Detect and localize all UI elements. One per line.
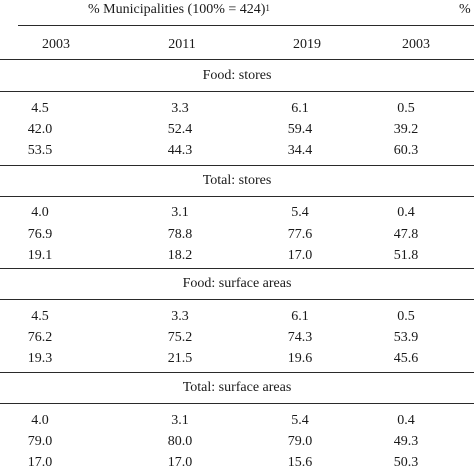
section-rule: [0, 268, 474, 269]
section-title: Total: stores: [202, 173, 272, 188]
table-cell: 6.1: [291, 309, 309, 324]
table-cell: 53.9: [393, 330, 419, 345]
table-cell: 78.8: [167, 227, 193, 242]
table-cell: 51.8: [393, 248, 419, 263]
table-cell: 77.6: [287, 227, 313, 242]
table-cell: 76.9: [27, 227, 53, 242]
column-header-year: 2019: [293, 37, 321, 52]
table-cell: 0.4: [397, 413, 415, 428]
table-cell: 39.2: [393, 122, 419, 137]
table-cell: 52.4: [167, 122, 193, 137]
group-header-municipalities-text: % Municipalities (100% = 424): [88, 2, 266, 17]
column-header-rule: [0, 59, 474, 60]
header-rule: [18, 25, 474, 26]
table-cell: 19.6: [287, 351, 313, 366]
section-rule: [0, 165, 474, 166]
table-cell: 5.4: [291, 205, 309, 220]
table-cell: 60.3: [393, 143, 419, 158]
table-cell: 79.0: [287, 434, 313, 449]
group-header-municipalities: % Municipalities (100% = 424)1: [88, 2, 270, 18]
table-cell: 42.0: [27, 122, 53, 137]
table-cell: 4.5: [31, 101, 49, 116]
table-cell: 18.2: [167, 248, 193, 263]
table-cell: 0.5: [397, 101, 415, 116]
group-header-right: %: [459, 2, 471, 17]
table-cell: 6.1: [291, 101, 309, 116]
section-title: Food: stores: [202, 68, 272, 83]
section-rule: [0, 196, 474, 197]
table-cell: 5.4: [291, 413, 309, 428]
table-cell: 47.8: [393, 227, 419, 242]
table-cell: 34.4: [287, 143, 313, 158]
table-cell: 0.5: [397, 309, 415, 324]
table-cell: 50.3: [393, 455, 419, 470]
table-cell: 4.0: [31, 413, 49, 428]
table-cell: 3.3: [171, 101, 189, 116]
section-rule: [0, 403, 474, 404]
section-rule: [0, 372, 474, 373]
table-cell: 59.4: [287, 122, 313, 137]
section-rule: [0, 299, 474, 300]
table-cell: 76.2: [27, 330, 53, 345]
column-header-year: 2003: [42, 37, 70, 52]
table-cell: 17.0: [287, 248, 313, 263]
table-cell: 4.0: [31, 205, 49, 220]
table-cell: 44.3: [167, 143, 193, 158]
table-cell: 79.0: [27, 434, 53, 449]
table-cell: 21.5: [167, 351, 193, 366]
table-cell: 45.6: [393, 351, 419, 366]
table-cell: 19.3: [27, 351, 53, 366]
footnote-marker: 1: [265, 3, 270, 13]
table-cell: 3.3: [171, 309, 189, 324]
section-title: Total: surface areas: [182, 380, 292, 395]
table-cell: 17.0: [27, 455, 53, 470]
section-rule: [0, 91, 474, 92]
table-cell: 17.0: [167, 455, 193, 470]
section-title: Food: surface areas: [182, 276, 292, 291]
column-header-year: 2011: [168, 37, 196, 52]
table-cell: 75.2: [167, 330, 193, 345]
table-cell: 3.1: [171, 205, 189, 220]
table-cell: 49.3: [393, 434, 419, 449]
table-cell: 80.0: [167, 434, 193, 449]
table-cell: 74.3: [287, 330, 313, 345]
table-cell: 15.6: [287, 455, 313, 470]
table-cell: 53.5: [27, 143, 53, 158]
table-cell: 0.4: [397, 205, 415, 220]
table-cell: 19.1: [27, 248, 53, 263]
table-cell: 3.1: [171, 413, 189, 428]
table-cell: 4.5: [31, 309, 49, 324]
column-header-year: 2003: [402, 37, 430, 52]
